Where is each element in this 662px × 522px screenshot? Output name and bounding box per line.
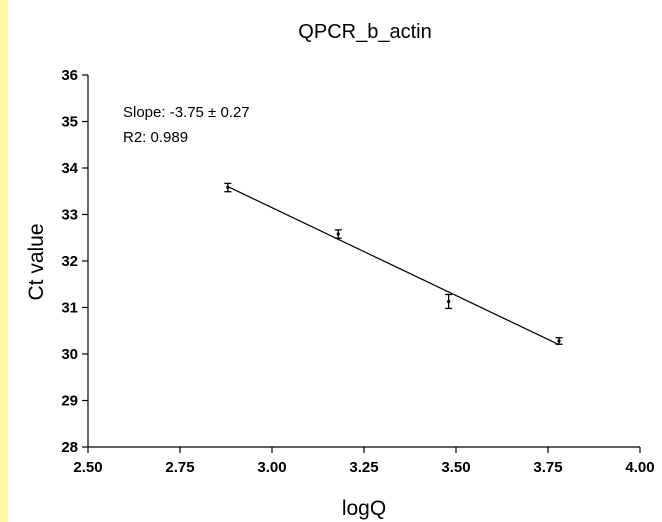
y-tick-label: 31 [61, 300, 78, 317]
regression-line [227, 186, 560, 346]
x-tick-label: 3.25 [349, 459, 378, 476]
x-tick-label: 3.75 [533, 459, 562, 476]
x-axis-label: logQ [342, 497, 386, 520]
y-tick-label: 32 [61, 253, 78, 270]
slope-annotation: Slope: -3.75 ± 0.27 [123, 104, 250, 121]
data-point [334, 229, 342, 239]
y-tick-label: 28 [61, 439, 78, 456]
r2-annotation: R2: 0.989 [123, 129, 188, 146]
x-tick-label: 3.50 [441, 459, 470, 476]
data-marker [447, 299, 451, 304]
y-tick-label: 35 [61, 114, 78, 131]
y-tick-label: 34 [61, 160, 78, 177]
x-tick-label: 3.00 [257, 459, 286, 476]
data-marker [557, 339, 561, 343]
data-marker [336, 232, 340, 236]
y-tick-label: 30 [61, 346, 78, 363]
x-tick-label: 4.00 [625, 459, 654, 476]
data-marker [226, 185, 230, 190]
data-point [555, 337, 563, 345]
data-point [224, 182, 232, 193]
y-tick-label: 36 [61, 67, 78, 84]
x-tick-label: 2.50 [73, 459, 102, 476]
chart-title: QPCR_b_actin [298, 21, 431, 43]
y-tick-label: 29 [61, 393, 78, 410]
data-point [445, 293, 453, 310]
left-color-strip [0, 0, 8, 522]
x-tick-label: 2.75 [165, 459, 194, 476]
y-axis-label: Ct value [25, 223, 48, 300]
y-tick-label: 33 [61, 207, 78, 224]
